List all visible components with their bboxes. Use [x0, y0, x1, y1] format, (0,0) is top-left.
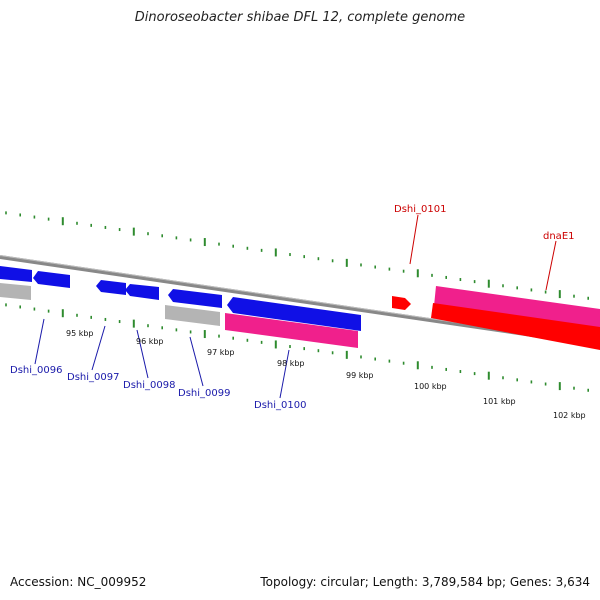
scale-label: 101 kbp [483, 397, 516, 406]
gene-box-pink[interactable] [225, 313, 358, 348]
gene-arrow-blue[interactable] [227, 297, 361, 331]
gene-arrow-blue[interactable] [125, 284, 159, 300]
gene-labels: Dshi_0096 Dshi_0097 Dshi_0098 Dshi_0099 … [10, 204, 575, 411]
gene-label[interactable]: Dshi_0101 [394, 204, 446, 215]
gene-label[interactable]: Dshi_0096 [10, 365, 62, 376]
gene-arrow-blue[interactable] [33, 271, 70, 288]
scale-label: 95 kbp [66, 329, 94, 338]
accession-text: Accession: NC_009952 [10, 575, 147, 589]
gene-label[interactable]: Dshi_0097 [67, 372, 119, 383]
scale-label: 98 kbp [277, 359, 305, 368]
scale-label: 96 kbp [136, 337, 164, 346]
gene-label[interactable]: Dshi_0100 [254, 400, 306, 411]
gene-label[interactable]: Dshi_0099 [178, 388, 230, 399]
gene-arrow-blue[interactable] [0, 266, 32, 282]
genome-summary-text: Topology: circular; Length: 3,789,584 bp… [260, 575, 590, 589]
gene-arrow-blue[interactable] [96, 280, 126, 295]
scale-label: 102 kbp [553, 411, 586, 420]
gene-arrow-blue[interactable] [168, 289, 222, 308]
gene-arrow-red[interactable] [392, 296, 411, 310]
label-leaders [34, 214, 557, 399]
gene-box-pink[interactable] [434, 286, 600, 330]
gene-box-red[interactable] [431, 303, 600, 350]
scale-label: 97 kbp [207, 348, 235, 357]
lower-tick-track [5, 303, 590, 392]
gene-features [0, 266, 600, 350]
scale-label: 100 kbp [414, 382, 447, 391]
upper-tick-track [5, 211, 590, 300]
gene-label[interactable]: Dshi_0098 [123, 380, 175, 391]
scale-label: 99 kbp [346, 371, 374, 380]
gene-box-gray[interactable] [165, 305, 220, 326]
gene-label[interactable]: dnaE1 [543, 231, 575, 242]
gene-box-gray[interactable] [0, 283, 31, 300]
map-title: Dinoroseobacter shibae DFL 12, complete … [134, 10, 466, 25]
scale-labels: 95 kbp 96 kbp 97 kbp 98 kbp 99 kbp 100 k… [66, 329, 586, 420]
